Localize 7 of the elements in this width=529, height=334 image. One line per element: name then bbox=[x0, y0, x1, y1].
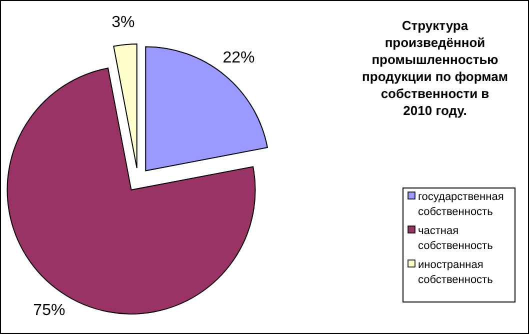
data-label: 75% bbox=[33, 302, 66, 319]
legend-label: иностранная собственность bbox=[418, 259, 494, 286]
legend-label: государственная собственность bbox=[418, 191, 504, 218]
data-label: 22% bbox=[222, 49, 255, 66]
data-label: 3% bbox=[112, 14, 135, 31]
text: Структура произведённой промышленностью продукции по формам собственности в 2010 году. bbox=[362, 18, 508, 118]
legend-label: частная собственность bbox=[418, 225, 494, 252]
